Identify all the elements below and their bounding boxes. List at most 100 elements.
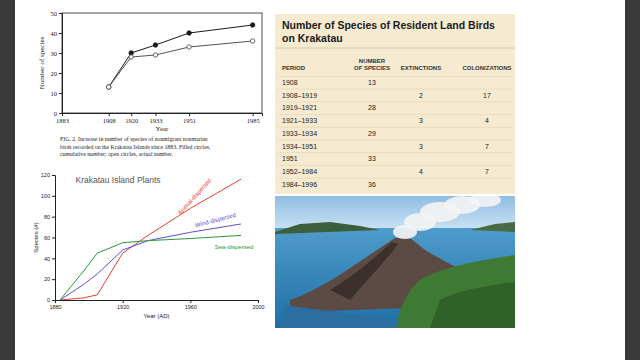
y-tick-mark <box>59 33 62 34</box>
x-axis-line <box>56 301 259 304</box>
table-cell: 2 <box>419 92 423 99</box>
y-axis-title: Number of species <box>38 36 46 89</box>
y-tick-mark <box>59 93 62 94</box>
x-tick-label: 1883 <box>56 117 69 124</box>
y-axis: 020406080100120 <box>41 172 56 303</box>
plot-frame <box>62 13 262 113</box>
x-tick: 1933 <box>149 113 162 124</box>
plot-area <box>60 179 241 300</box>
photo-vegetation <box>395 255 515 328</box>
y-tick-mark <box>59 113 62 114</box>
y-tick: 0 <box>54 110 62 117</box>
y-tick-label: 20 <box>51 70 58 77</box>
row-rule <box>278 165 512 166</box>
chart: 18831908192019331951198501020304050YearN… <box>38 10 263 157</box>
data-point <box>129 55 133 59</box>
table-cell: 33 <box>368 155 376 162</box>
data-point <box>250 23 254 27</box>
table-cell: 4 <box>419 168 423 175</box>
y-tick-mark <box>52 196 55 197</box>
caption: birds recorded on the Krakatau Islands s… <box>60 144 211 150</box>
y-axis-title: Species (#) <box>33 222 39 252</box>
series-line <box>60 224 241 300</box>
table-cell: 1984–1996 <box>282 181 317 188</box>
table-rule <box>275 48 515 49</box>
x-tick-mark <box>123 300 124 303</box>
y-tick-label: 20 <box>44 276 50 282</box>
chart: 1880192019602000020406080100120Year (AD)… <box>33 172 265 319</box>
x-tick: 1908 <box>103 113 116 124</box>
x-tick: 1880 <box>49 300 61 310</box>
series-label: Animal-dispersed <box>177 177 212 215</box>
x-tick-label: 2000 <box>252 304 264 310</box>
data-point <box>187 45 191 49</box>
table-cell: 1951 <box>282 155 298 162</box>
x-tick-label: 1951 <box>183 117 196 124</box>
y-tick: 80 <box>44 214 55 220</box>
x-axis-line <box>63 114 263 117</box>
photo <box>275 196 515 328</box>
x-tick: 1883 <box>56 113 69 124</box>
y-tick-mark <box>52 258 55 259</box>
table-cell: 3 <box>419 117 423 124</box>
photo-shore <box>280 305 400 328</box>
page: 18831908192019331951198501020304050YearN… <box>0 0 640 360</box>
y-tick-mark <box>59 53 62 54</box>
y-tick-label: 0 <box>54 110 57 117</box>
x-tick-mark <box>109 113 110 116</box>
x-tick-mark <box>190 300 191 303</box>
data-point <box>187 31 191 35</box>
y-axis-line <box>52 176 56 301</box>
x-tick-mark <box>131 113 132 116</box>
table-title: Number of Species of Resident Land Birds <box>282 19 495 31</box>
chart-title: Krakatau Island Plants <box>75 175 160 185</box>
y-tick: 120 <box>41 172 55 178</box>
column-header: COLONIZATIONS <box>462 65 511 71</box>
y-tick-mark <box>52 175 55 176</box>
y-tick: 20 <box>44 276 55 282</box>
table-cell: 17 <box>483 92 491 99</box>
x-axis: 1883 1908 1920 1933 1951 1985 <box>56 113 263 124</box>
x-tick-label: 1933 <box>149 117 162 124</box>
data-point <box>153 43 157 47</box>
y-tick: 20 <box>51 70 63 77</box>
photo-far-island <box>470 222 515 232</box>
y-tick: 100 <box>41 193 55 199</box>
y-tick: 40 <box>51 30 63 37</box>
series-line <box>109 25 253 87</box>
y-tick-label: 100 <box>41 193 50 199</box>
data-point <box>107 85 111 89</box>
caption: FIG. 2. Increase in number of species of… <box>60 136 208 142</box>
series-line <box>109 41 253 87</box>
x-tick-label: 1920 <box>125 117 138 124</box>
table-cell: 1908 <box>282 79 298 86</box>
column-header: EXTINCTIONS <box>401 65 441 71</box>
y-tick-mark <box>59 13 62 14</box>
table-cell: 1934–1951 <box>282 143 317 150</box>
y-tick-mark <box>52 217 55 218</box>
table-title: on Krakatau <box>282 32 343 44</box>
table-cell: 1919–1921 <box>282 104 317 111</box>
row-rule <box>278 152 512 153</box>
slide-background <box>15 0 625 360</box>
y-tick-mark <box>52 279 55 280</box>
x-tick-label: 1908 <box>103 117 116 124</box>
table-cell: 36 <box>368 181 376 188</box>
table-cell: 4 <box>485 117 489 124</box>
x-tick-label: 1920 <box>117 304 129 310</box>
photo-vegetation <box>430 282 515 328</box>
y-tick-label: 50 <box>51 10 58 17</box>
y-tick-label: 80 <box>44 214 50 220</box>
x-tick-mark <box>253 113 254 116</box>
table-cell: 13 <box>368 79 376 86</box>
photo-far-island <box>275 222 380 234</box>
y-tick-mark <box>52 300 55 301</box>
x-tick-label: 1985 <box>247 117 260 124</box>
table-cell: 29 <box>368 130 376 137</box>
row-rule <box>278 140 512 141</box>
table-cell: 1933–1934 <box>282 130 317 137</box>
column-header: PERIOD <box>282 65 306 71</box>
row-rule <box>278 76 512 77</box>
column-header: NUMBER <box>359 58 386 64</box>
y-tick: 10 <box>51 90 63 97</box>
